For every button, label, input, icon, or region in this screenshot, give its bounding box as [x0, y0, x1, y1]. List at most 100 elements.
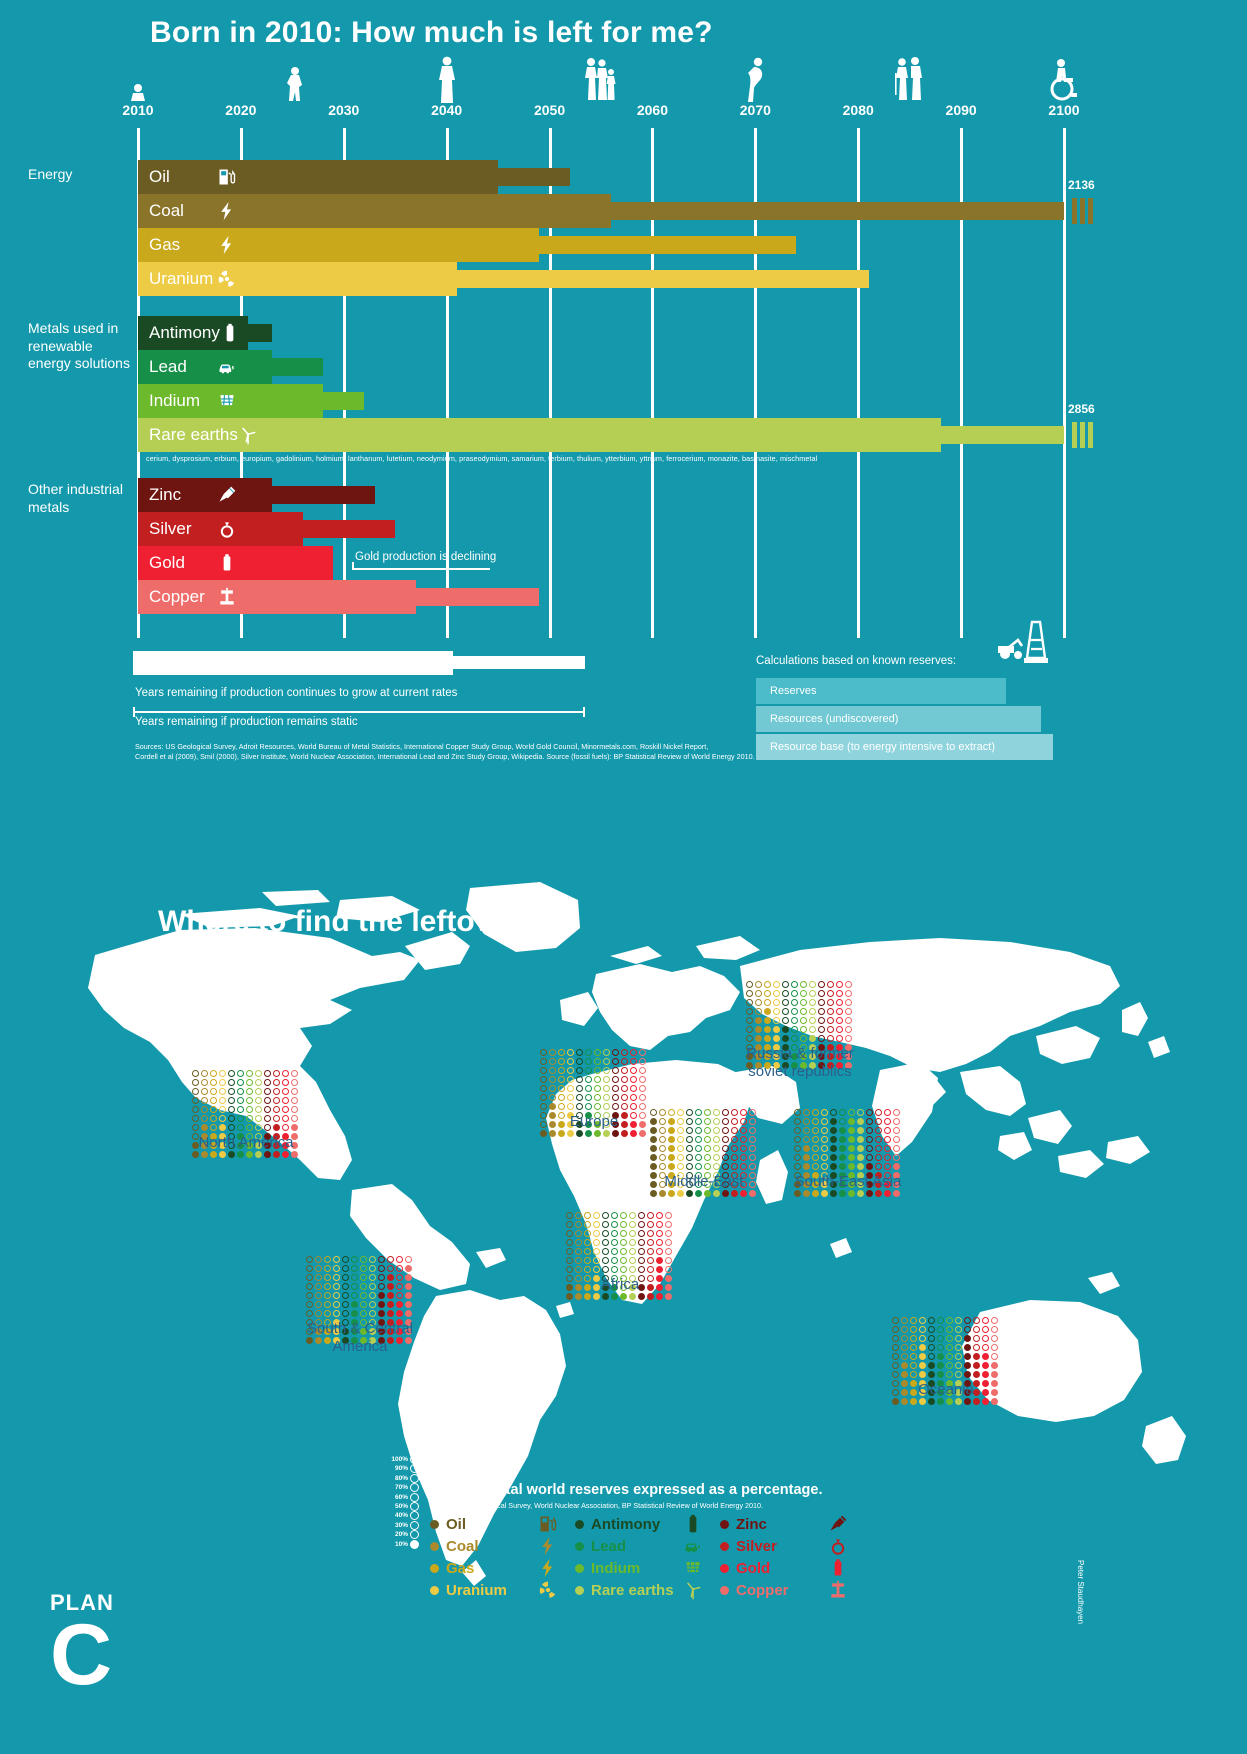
reserve-dot: [369, 1328, 376, 1335]
reserve-dot: [704, 1136, 711, 1143]
legend-label: Rare earths: [591, 1581, 674, 1599]
reserve-dot: [782, 981, 789, 988]
reserve-dot: [630, 1094, 637, 1101]
pct-dot: [410, 1455, 419, 1464]
reserve-dot: [396, 1265, 403, 1272]
reserve-dot: [360, 1301, 367, 1308]
legend-item-oil: Oil: [430, 1513, 558, 1535]
reserve-dot: [665, 1239, 672, 1246]
reserve-dot: [686, 1172, 693, 1179]
reserve-dot: [991, 1317, 998, 1324]
reserve-dot: [602, 1284, 609, 1291]
bar-row-zinc: Zinc: [138, 478, 1247, 512]
reserve-dot: [585, 1112, 592, 1119]
reserve-dot: [749, 1127, 756, 1134]
reserve-dot: [910, 1353, 917, 1360]
reserve-dot: [982, 1389, 989, 1396]
ring-icon: [216, 518, 238, 540]
reserve-dot: [575, 1239, 582, 1246]
bar-label-copper: Copper: [138, 580, 248, 614]
reserve-dot: [937, 1371, 944, 1378]
reserve-dot: [594, 1094, 601, 1101]
reserve-dot: [282, 1151, 289, 1158]
reserve-dot: [704, 1127, 711, 1134]
pct-label: 30%: [394, 1521, 408, 1529]
reserve-dot: [782, 1026, 789, 1033]
reserve-dot: [219, 1115, 226, 1122]
reserve-dot: [201, 1151, 208, 1158]
reserve-dot: [964, 1371, 971, 1378]
reserve-dot: [540, 1049, 547, 1056]
group-label-renewable-metals: Metals used in renewable energy solutions: [28, 320, 130, 371]
reserve-dot: [695, 1172, 702, 1179]
ring-icon: [828, 1538, 848, 1555]
reserve-dot: [973, 1353, 980, 1360]
reserve-dot: [713, 1154, 720, 1161]
legend-item-antimony: Antimony: [575, 1513, 703, 1535]
bar-overflow-cap: [1088, 422, 1093, 448]
reserve-dot: [836, 981, 843, 988]
reserve-dot: [575, 1284, 582, 1291]
bar-row-coal: Coal 2136: [138, 178, 1247, 228]
reserve-dot: [333, 1337, 340, 1344]
reserve-dot: [584, 1284, 591, 1291]
reserve-dot: [360, 1310, 367, 1317]
reserve-dot: [342, 1283, 349, 1290]
reserve-dot: [659, 1181, 666, 1188]
reserve-dot: [821, 1163, 828, 1170]
reserve-dot: [827, 981, 834, 988]
reserve-dot: [315, 1292, 322, 1299]
calc-level-resource-base: Resource base (to energy intensive to ex…: [756, 734, 1053, 760]
reserve-dot: [731, 1172, 738, 1179]
reserve-dot: [246, 1124, 253, 1131]
legend-dot: [575, 1585, 584, 1595]
pct-scale-row: 30%: [390, 1520, 419, 1530]
reserve-dot: [273, 1088, 280, 1095]
reserve-dot: [731, 1136, 738, 1143]
reserve-dot: [342, 1274, 349, 1281]
reserve-dot: [567, 1094, 574, 1101]
galvanize-icon: [216, 484, 238, 506]
reserve-dot: [740, 1181, 747, 1188]
reserve-dot: [611, 1212, 618, 1219]
legend-column-industrial: Zinc Silver Gold Copper: [720, 1513, 848, 1601]
chart-sources: Sources: US Geological Survey, Adroit Re…: [135, 742, 755, 762]
reserve-dot: [621, 1049, 628, 1056]
reserve-dot: [731, 1118, 738, 1125]
reserve-dot: [210, 1097, 217, 1104]
reserve-dot: [937, 1389, 944, 1396]
bar-name: Silver: [149, 519, 192, 538]
reserve-dot: [827, 1008, 834, 1015]
legend-dot: [720, 1585, 729, 1595]
reserve-dot: [315, 1319, 322, 1326]
reserve-dot: [255, 1097, 262, 1104]
reserve-dot: [540, 1067, 547, 1074]
reserve-dot: [686, 1154, 693, 1161]
reserve-dot: [830, 1190, 837, 1197]
reserve-dot: [315, 1274, 322, 1281]
reserve-dot: [575, 1212, 582, 1219]
reserve-dot: [668, 1172, 675, 1179]
reserve-dot: [731, 1163, 738, 1170]
reserve-dot: [291, 1097, 298, 1104]
reserve-dot: [387, 1319, 394, 1326]
reserve-dot: [612, 1067, 619, 1074]
reserve-dot: [575, 1230, 582, 1237]
reserve-dot: [647, 1275, 654, 1282]
reserve-dot: [821, 1136, 828, 1143]
reserve-dot: [827, 1017, 834, 1024]
reserve-dot: [773, 1044, 780, 1051]
reserve-dot: [576, 1067, 583, 1074]
reserve-dot: [866, 1136, 873, 1143]
bar-row-antimony: Antimony: [138, 316, 1247, 350]
reserve-dot: [836, 990, 843, 997]
reserve-dot: [282, 1097, 289, 1104]
reserve-dot: [722, 1118, 729, 1125]
reserve-dot: [201, 1070, 208, 1077]
reserve-dot: [594, 1076, 601, 1083]
reserve-dot: [704, 1172, 711, 1179]
timeline-tick-2050: 2050: [533, 102, 566, 118]
legend-item-silver: Silver: [720, 1535, 848, 1557]
reserve-dot: [722, 1181, 729, 1188]
pipe-tap-icon: [216, 586, 238, 608]
